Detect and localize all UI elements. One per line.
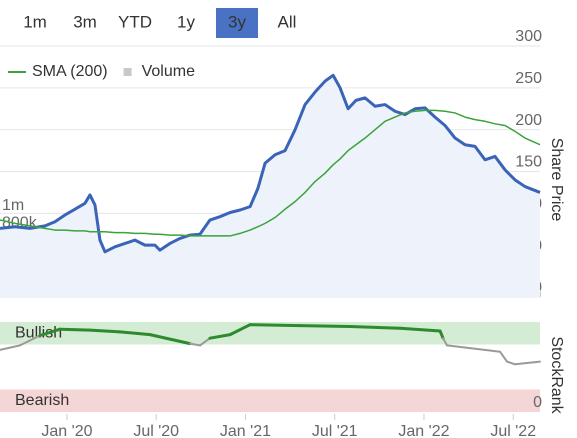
legend-label: SMA (200) — [32, 63, 108, 80]
x-tick-label: Jul '22 — [490, 423, 536, 438]
range-button[interactable]: 1y — [177, 12, 195, 31]
rank-line — [38, 327, 62, 337]
x-tick-label: Jan '22 — [398, 423, 449, 438]
rank-line — [298, 324, 352, 328]
price-area — [0, 75, 540, 298]
range-button[interactable]: 3y — [228, 12, 246, 31]
y-tick-label: 0 — [533, 394, 542, 411]
rank-line — [188, 342, 201, 347]
x-tick-label: Jul '21 — [312, 423, 358, 438]
price-line — [0, 73, 541, 254]
legend-label: Volume — [142, 63, 195, 80]
rank-line — [499, 350, 508, 363]
rank-line — [348, 325, 402, 330]
x-tick-label: Jan '21 — [220, 423, 271, 438]
y-tick-label: 250 — [515, 70, 542, 87]
rank-line — [438, 329, 445, 340]
x-tick-label: Jan '20 — [41, 423, 92, 438]
rank-line — [248, 323, 302, 328]
rank-line — [118, 330, 152, 337]
y-tick-label: 300 — [515, 28, 542, 45]
y2-tick-label: 1m — [2, 197, 24, 214]
rank-line — [148, 333, 192, 346]
range-button[interactable]: 1m — [23, 12, 47, 31]
y-tick-label: 200 — [515, 112, 542, 129]
range-button[interactable]: YTD — [118, 12, 152, 31]
y-axis-label: Share Price — [548, 138, 565, 222]
rank-line — [442, 337, 448, 347]
rank-line — [88, 328, 122, 334]
rank-line — [398, 326, 442, 333]
range-button[interactable]: All — [278, 12, 297, 31]
band-label: Bearish — [15, 392, 69, 409]
y-axis-label: StockRank — [548, 336, 565, 414]
rank-band — [0, 389, 540, 412]
rank-line — [505, 360, 517, 366]
rank-line — [18, 334, 41, 347]
band-label: Bullish — [15, 324, 62, 341]
rank-line — [514, 360, 541, 366]
rank-line — [208, 333, 232, 340]
range-button-selected[interactable] — [216, 8, 258, 38]
rank-line — [198, 337, 211, 347]
rank-line — [0, 344, 21, 351]
legend-swatch — [123, 68, 132, 76]
rank-line — [58, 327, 92, 332]
x-tick-label: Jul '20 — [133, 423, 179, 438]
sma-line — [0, 109, 541, 237]
rank-line — [469, 347, 502, 353]
rank-line — [228, 323, 252, 337]
range-button[interactable]: 3m — [73, 12, 97, 31]
rank-line — [445, 344, 472, 350]
y-tick-label: 150 — [515, 154, 542, 171]
